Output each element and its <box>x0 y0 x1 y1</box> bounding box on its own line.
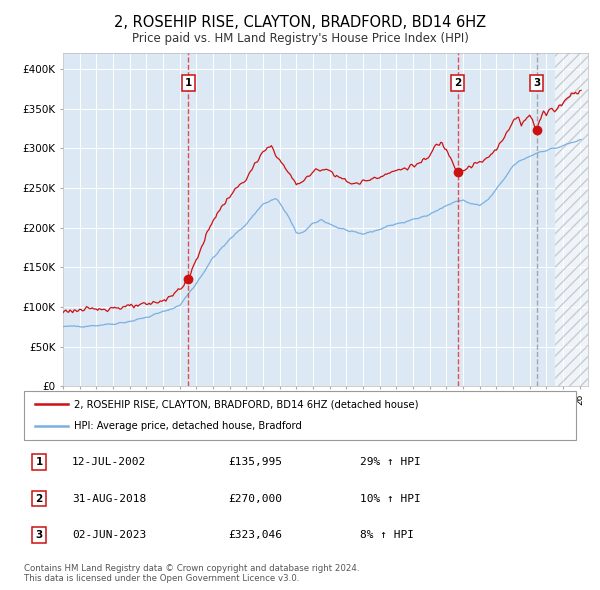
Bar <box>554 53 588 386</box>
Text: £135,995: £135,995 <box>228 457 282 467</box>
Text: 1: 1 <box>185 78 192 88</box>
Text: 8% ↑ HPI: 8% ↑ HPI <box>360 530 414 540</box>
Text: 12-JUL-2002: 12-JUL-2002 <box>72 457 146 467</box>
Text: 10% ↑ HPI: 10% ↑ HPI <box>360 494 421 503</box>
Text: 29% ↑ HPI: 29% ↑ HPI <box>360 457 421 467</box>
Text: 1: 1 <box>35 457 43 467</box>
Text: 2: 2 <box>454 78 461 88</box>
Text: 2, ROSEHIP RISE, CLAYTON, BRADFORD, BD14 6HZ: 2, ROSEHIP RISE, CLAYTON, BRADFORD, BD14… <box>114 15 486 30</box>
Text: £323,046: £323,046 <box>228 530 282 540</box>
FancyBboxPatch shape <box>24 391 576 440</box>
Text: HPI: Average price, detached house, Bradford: HPI: Average price, detached house, Brad… <box>74 421 302 431</box>
Text: 31-AUG-2018: 31-AUG-2018 <box>72 494 146 503</box>
Text: 3: 3 <box>35 530 43 540</box>
Text: 2, ROSEHIP RISE, CLAYTON, BRADFORD, BD14 6HZ (detached house): 2, ROSEHIP RISE, CLAYTON, BRADFORD, BD14… <box>74 399 418 409</box>
Text: Price paid vs. HM Land Registry's House Price Index (HPI): Price paid vs. HM Land Registry's House … <box>131 32 469 45</box>
Text: 3: 3 <box>533 78 540 88</box>
Text: 2: 2 <box>35 494 43 503</box>
Text: 02-JUN-2023: 02-JUN-2023 <box>72 530 146 540</box>
Text: £270,000: £270,000 <box>228 494 282 503</box>
Text: Contains HM Land Registry data © Crown copyright and database right 2024.
This d: Contains HM Land Registry data © Crown c… <box>24 563 359 583</box>
